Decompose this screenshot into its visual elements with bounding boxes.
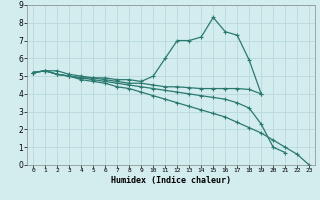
X-axis label: Humidex (Indice chaleur): Humidex (Indice chaleur) (111, 176, 231, 185)
